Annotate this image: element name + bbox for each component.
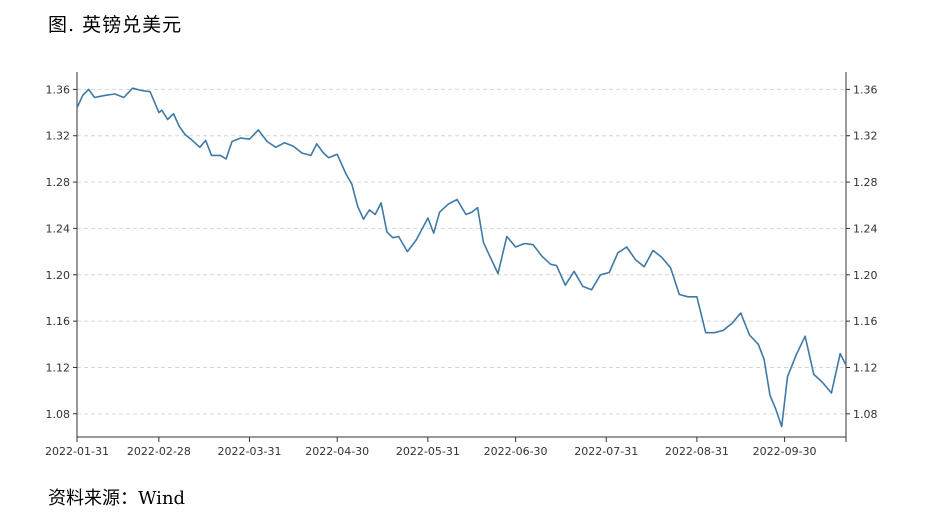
x-tick-label: 2022-05-31 [396, 445, 460, 458]
x-tick-label: 2022-07-31 [574, 445, 638, 458]
y-tick-label-left: 1.20 [46, 269, 71, 282]
x-tick-label: 2022-02-28 [127, 445, 191, 458]
y-tick-label-right: 1.12 [853, 361, 878, 374]
y-tick-label-left: 1.24 [46, 222, 71, 235]
grid-lines [77, 88, 846, 415]
y-axis-left-ticks: 1.08 1.12 1.16 1.20 1.24 1.28 1.32 1.36 [46, 83, 77, 421]
y-tick-label-right: 1.20 [853, 269, 878, 282]
y-tick-label-right: 1.08 [853, 408, 878, 421]
x-tick-label: 2022-04-30 [305, 445, 369, 458]
axes [76, 72, 847, 438]
y-tick-label-left: 1.16 [46, 315, 71, 328]
y-tick-label-left: 1.28 [46, 176, 71, 189]
y-tick-label-left: 1.12 [46, 361, 71, 374]
y-tick-label-right: 1.24 [853, 222, 878, 235]
x-tick-label: 2022-06-30 [484, 445, 548, 458]
x-tick-label: 2022-09-30 [753, 445, 817, 458]
x-tick-label: 2022-03-31 [218, 445, 282, 458]
y-tick-label-left: 1.08 [46, 408, 71, 421]
y-tick-label-left: 1.32 [46, 130, 71, 143]
source-note: 资料来源：Wind [48, 488, 186, 509]
y-axis-right-ticks: 1.08 1.12 1.16 1.20 1.24 1.28 1.32 1.36 [846, 83, 878, 421]
x-tick-label: 2022-08-31 [665, 445, 729, 458]
y-tick-label-right: 1.16 [853, 315, 878, 328]
series-line [76, 87, 847, 428]
chart-title: 图. 英镑兑美元 [48, 14, 183, 36]
y-tick-label-right: 1.32 [853, 130, 878, 143]
x-axis-ticks: 2022-01-31 2022-02-28 2022-03-31 2022-04-30… [45, 437, 847, 458]
y-tick-label-right: 1.36 [853, 83, 878, 96]
y-tick-label-right: 1.28 [853, 176, 878, 189]
x-tick-label: 2022-01-31 [45, 445, 109, 458]
series-group [76, 87, 847, 428]
y-tick-label-left: 1.36 [46, 83, 71, 96]
